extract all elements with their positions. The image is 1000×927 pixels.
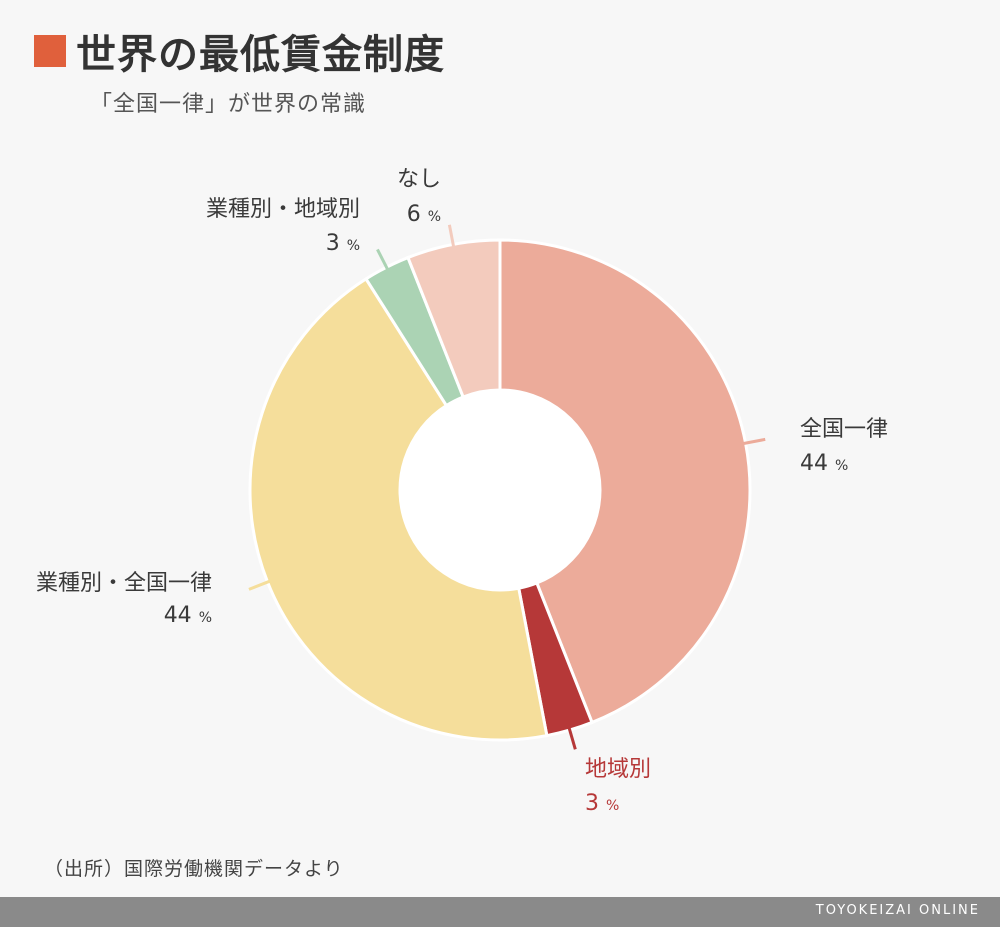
slice-value-1: 44 %: [800, 451, 848, 476]
chart-subtitle: 「全国一律」が世界の常識: [90, 92, 367, 117]
slice-3: [248, 276, 549, 742]
slice-label-3: 業種別・全国一律: [36, 571, 212, 596]
source-note: （出所）国際労働機関データより: [44, 858, 344, 880]
chart-title-block: 世界の最低賃金制度: [34, 22, 445, 80]
leader-lines: [248, 224, 766, 750]
slice-label-4: 業種別・地域別: [206, 197, 360, 222]
leader-line-5: [447, 224, 456, 247]
donut-hole: [401, 391, 599, 589]
slice-value-2: 3 %: [585, 791, 619, 816]
leader-line-1: [743, 437, 766, 446]
donut-slices: [248, 238, 752, 742]
slice-1: [498, 238, 752, 725]
brand-label: TOYOKEIZAI ONLINE: [815, 903, 980, 918]
slice-value-3: 44 %: [164, 603, 212, 628]
leader-line-4: [376, 248, 389, 270]
slice-label-5: なし: [397, 167, 441, 192]
slice-5: [406, 238, 502, 399]
leader-line-3: [248, 579, 270, 591]
title-square-icon: [34, 35, 66, 67]
slice-value-4: 3 %: [326, 231, 360, 256]
chart-title: 世界の最低賃金制度: [76, 32, 445, 78]
slice-label-2: 地域別: [585, 757, 651, 782]
slice-labels: 全国一律 44 % 地域別 3 % 業種別・全国一律 44 % 業種別・地域別 3 % なし 6 …: [36, 167, 888, 816]
slice-label-1: 全国一律: [800, 417, 888, 442]
leader-line-2: [567, 727, 577, 750]
footer-bar: TOYOKEIZAI ONLINE: [0, 897, 1000, 927]
slice-value-5: 6 %: [407, 202, 441, 227]
